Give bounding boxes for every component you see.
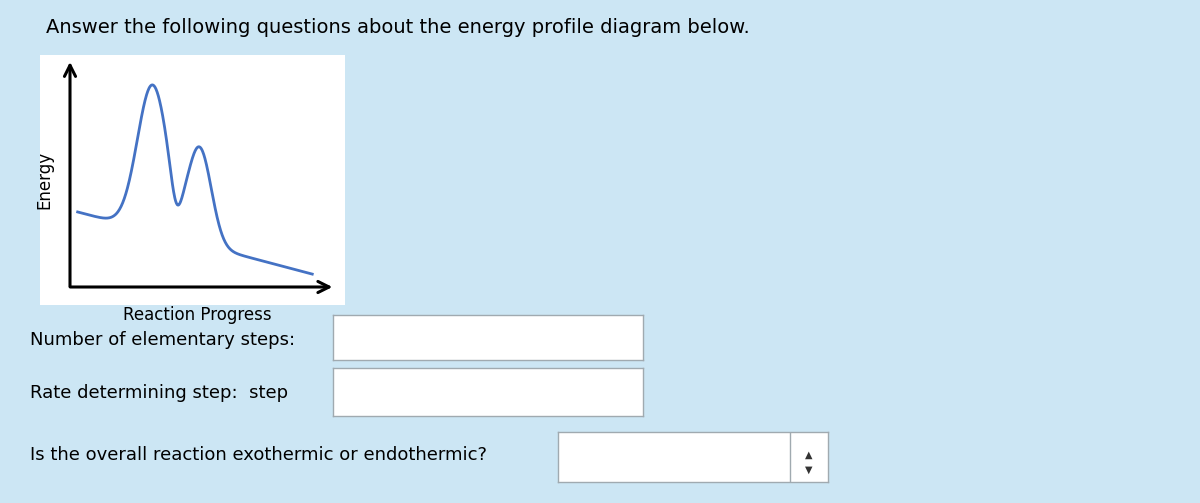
- Text: Is the overall reaction exothermic or endothermic?: Is the overall reaction exothermic or en…: [30, 446, 487, 464]
- Text: ▼: ▼: [805, 464, 812, 474]
- Text: Reaction Progress: Reaction Progress: [124, 306, 272, 324]
- Text: ▲: ▲: [805, 450, 812, 460]
- Text: Energy: Energy: [36, 150, 54, 209]
- Text: Number of elementary steps:: Number of elementary steps:: [30, 331, 295, 349]
- Text: Answer the following questions about the energy profile diagram below.: Answer the following questions about the…: [46, 18, 749, 37]
- Text: Rate determining step:  step: Rate determining step: step: [30, 384, 288, 402]
